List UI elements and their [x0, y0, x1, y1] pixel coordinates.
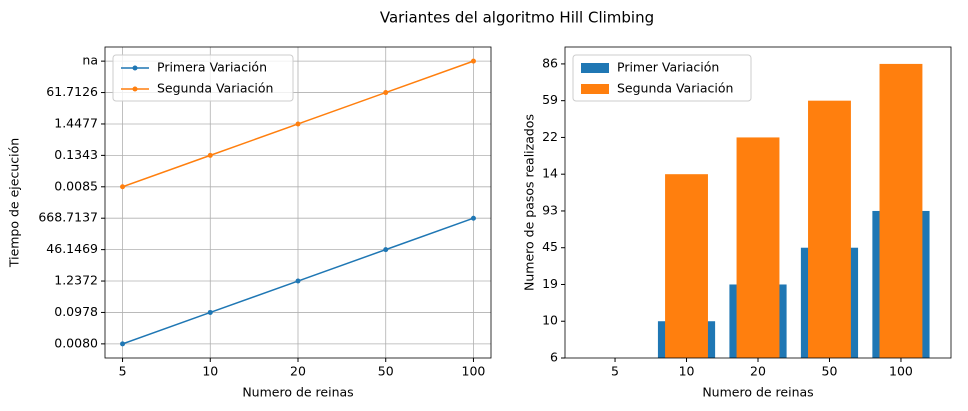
y-tick-label: 0.0080	[54, 335, 98, 350]
marker	[383, 247, 389, 253]
y-tick-label: 93	[542, 202, 558, 217]
y-axis-label: Tiempo de ejecución	[7, 138, 22, 268]
y-tick-label: 1.4477	[54, 115, 98, 130]
legend-marker	[132, 86, 138, 92]
y-tick-label: na	[82, 53, 98, 68]
x-tick-label: 5	[119, 364, 127, 379]
x-tick-label: 50	[822, 364, 838, 379]
x-axis-label: Numero de reinas	[702, 385, 813, 400]
y-tick-label: 22	[542, 129, 558, 144]
marker	[120, 184, 126, 190]
legend-label: Primer Variación	[617, 60, 719, 75]
marker	[470, 58, 476, 64]
y-tick-label: 19	[542, 276, 558, 291]
marker	[295, 278, 301, 284]
y-tick-label: 86	[542, 55, 558, 70]
legend-label: Primera Variación	[157, 60, 267, 75]
bar	[665, 174, 708, 358]
x-tick-label: 5	[611, 364, 619, 379]
x-tick-label: 20	[290, 364, 306, 379]
marker	[383, 90, 389, 96]
figure-title: Variantes del algoritmo Hill Climbing	[380, 9, 654, 27]
marker	[207, 309, 213, 315]
x-axis-label: Numero de reinas	[242, 385, 353, 400]
legend-label: Segunda Variación	[617, 81, 733, 96]
y-axis-label: Numero de pasos realizados	[522, 114, 537, 291]
y-tick-label: 0.0978	[54, 304, 98, 319]
x-tick-label: 100	[462, 364, 486, 379]
y-tick-label: 0.1343	[54, 147, 98, 162]
axes-frame	[564, 46, 952, 359]
y-tick-label: 6	[550, 350, 558, 365]
x-tick-label: 10	[202, 364, 218, 379]
legend-box	[572, 54, 752, 102]
marker	[295, 121, 301, 127]
y-tick-label: 1.2372	[54, 273, 98, 288]
bar	[808, 100, 851, 359]
bar	[879, 63, 923, 359]
legend-label: Segunda Variación	[157, 81, 273, 96]
marker	[120, 341, 126, 347]
x-tick-label: 50	[378, 364, 394, 379]
legend-swatch	[581, 84, 609, 94]
y-tick-label: 14	[542, 166, 558, 181]
x-tick-label: 100	[889, 364, 913, 379]
y-tick-label: 668.7137	[38, 210, 98, 225]
legend-box	[112, 54, 294, 102]
marker	[470, 215, 476, 221]
x-tick-label: 20	[750, 364, 766, 379]
y-tick-label: 61.7126	[46, 84, 98, 99]
x-tick-label: 10	[679, 364, 695, 379]
y-tick-label: 46.1469	[46, 241, 98, 256]
legend-marker	[132, 65, 138, 71]
axes-frame	[104, 46, 492, 359]
y-tick-label: 59	[542, 92, 558, 107]
y-tick-label: 10	[542, 313, 558, 328]
bar	[736, 137, 780, 358]
y-tick-label: 0.0085	[54, 178, 98, 193]
marker	[207, 152, 213, 158]
y-tick-label: 45	[542, 239, 558, 254]
legend-swatch	[581, 63, 609, 73]
